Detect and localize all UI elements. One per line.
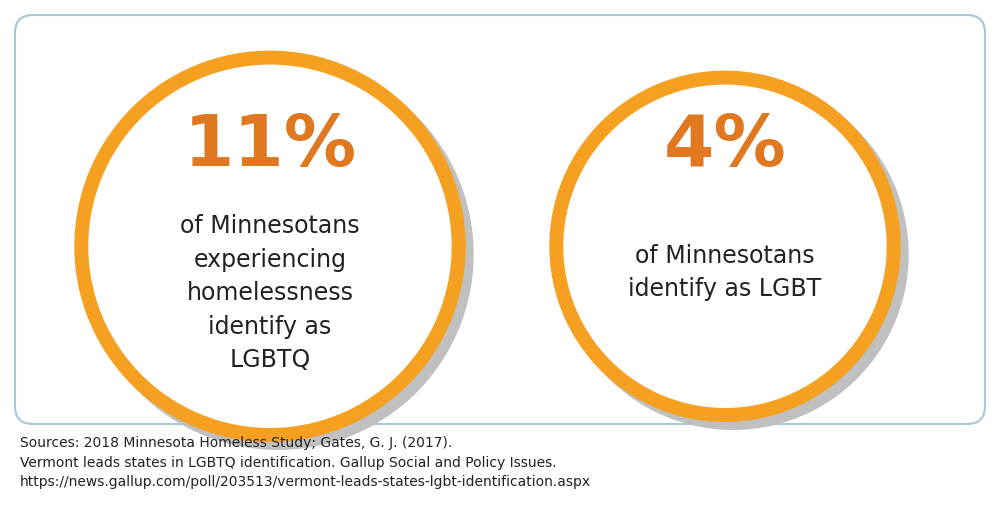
Text: of Minnesotans
experiencing
homelessness
identify as
LGBTQ: of Minnesotans experiencing homelessness… — [180, 214, 360, 373]
Text: 11%: 11% — [183, 112, 357, 181]
Circle shape — [89, 66, 451, 427]
Circle shape — [550, 71, 900, 421]
Circle shape — [83, 59, 473, 449]
Circle shape — [572, 93, 894, 416]
Circle shape — [564, 85, 886, 407]
Circle shape — [558, 79, 908, 429]
Circle shape — [97, 73, 459, 435]
Circle shape — [75, 51, 465, 441]
Text: Sources: 2018 Minnesota Homeless Study; Gates, G. J. (2017).
Vermont leads state: Sources: 2018 Minnesota Homeless Study; … — [20, 436, 591, 489]
FancyBboxPatch shape — [15, 15, 985, 424]
Text: of Minnesotans
identify as LGBT: of Minnesotans identify as LGBT — [628, 244, 822, 301]
Text: 4%: 4% — [664, 112, 786, 181]
